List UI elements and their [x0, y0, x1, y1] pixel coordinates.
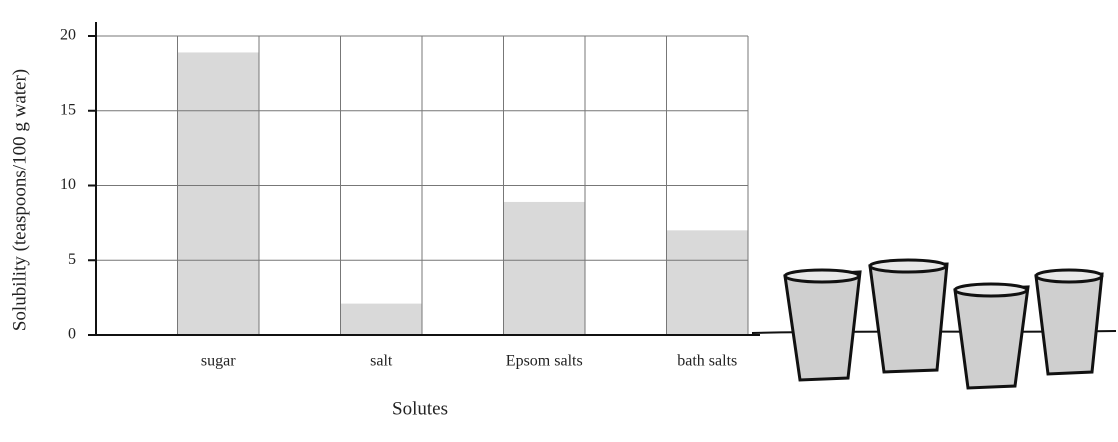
y-axis-label: Solubility (teaspoons/100 g water) — [9, 69, 30, 331]
bar — [177, 52, 259, 335]
y-tick-label: 5 — [68, 251, 76, 268]
y-tick-label: 10 — [60, 176, 76, 193]
glasses-illustration — [751, 258, 1117, 390]
bar — [503, 201, 585, 335]
y-tick-label: 20 — [60, 27, 76, 44]
y-tick-label: 0 — [68, 326, 76, 343]
x-tick-label: bath salts — [677, 353, 737, 370]
bar — [340, 303, 422, 335]
x-tick-label: sugar — [201, 353, 236, 370]
x-axis-label: Solutes — [392, 398, 448, 419]
bar — [666, 230, 748, 335]
y-tick-label: 15 — [60, 101, 76, 118]
x-tick-label: Epsom salts — [506, 353, 583, 370]
x-tick-label: salt — [370, 353, 393, 370]
